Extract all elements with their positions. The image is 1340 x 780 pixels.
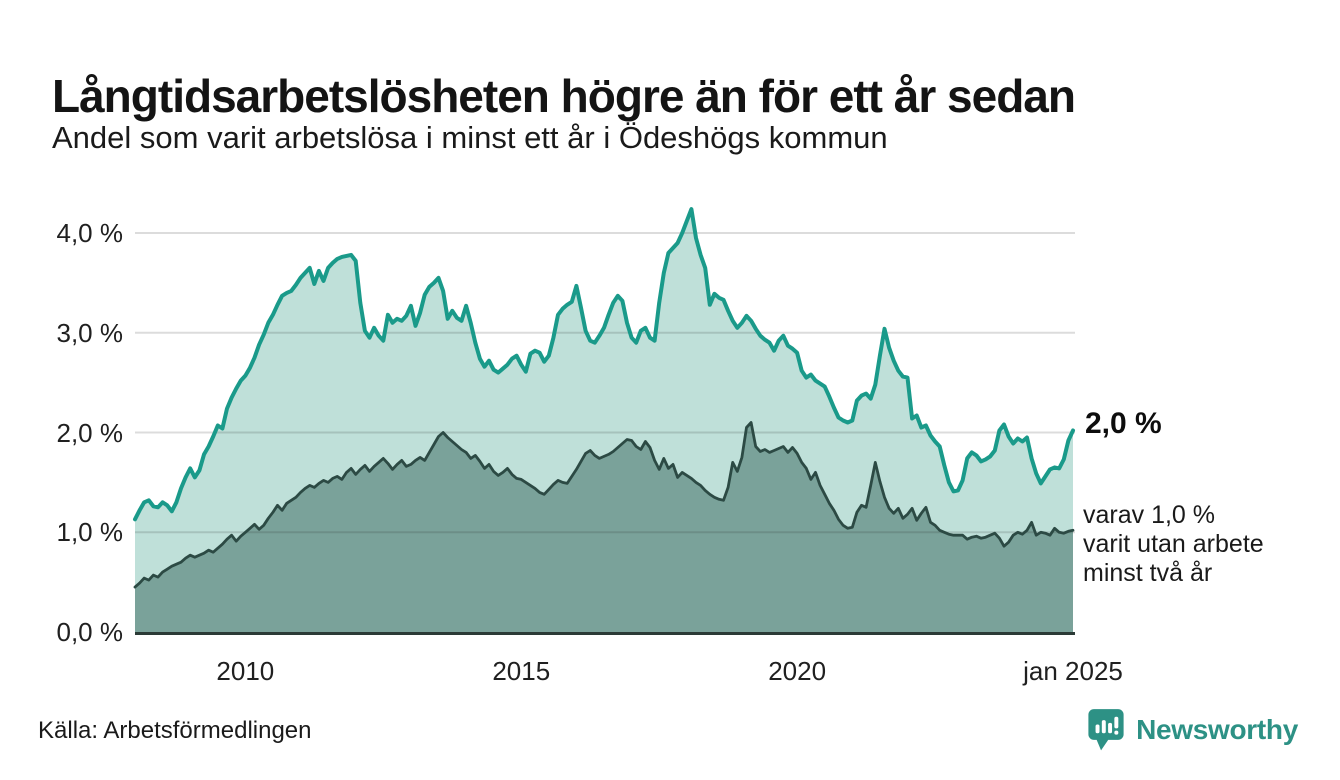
y-tick-label: 3,0 %	[56, 317, 124, 348]
x-tick-label: 2015	[492, 656, 551, 686]
two-year-annotation: varav 1,0 % varit utan arbete minst två …	[1083, 501, 1264, 588]
y-tick-label: 0,0 %	[56, 617, 124, 647]
y-tick-label: 1,0 %	[56, 517, 124, 548]
page-title: Långtidsarbetslösheten högre än för ett …	[52, 69, 1076, 122]
gridlines	[135, 232, 1075, 534]
two-year-annotation-line1: varav 1,0 %	[1083, 501, 1216, 529]
two-year-annotation-line2: varit utan arbete	[1083, 530, 1264, 558]
newsworthy-wordmark: Newsworthy	[1136, 714, 1298, 745]
y-tick-label: 4,0 %	[56, 218, 124, 248]
source-note: Källa: Arbetsförmedlingen	[38, 717, 312, 744]
newsworthy-logo-icon	[1088, 709, 1124, 751]
line-total	[133, 207, 1075, 522]
y-tick-label: 2,0 %	[56, 417, 124, 448]
two-year-annotation-line3: minst två år	[1083, 559, 1213, 587]
x-tick-label: jan 2025	[1023, 656, 1123, 686]
chart-subtitle: Andel som varit arbetslösa i minst ett å…	[52, 120, 888, 155]
newsworthy-brand: Newsworthy	[1086, 708, 1298, 752]
line-two-years	[133, 421, 1075, 589]
x-tick-label: 2020	[768, 656, 827, 686]
end-value-annotation: 2,0 %	[1085, 407, 1162, 440]
x-tick-label: 2010	[216, 656, 275, 686]
area-fill-two-years	[135, 422, 1073, 632]
